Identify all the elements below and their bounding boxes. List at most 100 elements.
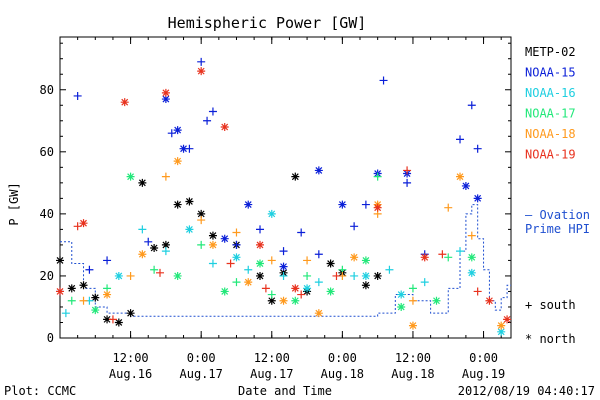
x-tick-time: 0:00 xyxy=(328,351,357,365)
x-tick-date: Aug.19 xyxy=(462,367,505,381)
south-point xyxy=(385,265,394,274)
north-point xyxy=(291,172,300,181)
north-point xyxy=(279,262,288,271)
south-point xyxy=(420,278,429,287)
south-point xyxy=(332,271,341,280)
x-tick-time: 0:00 xyxy=(469,351,498,365)
north-point xyxy=(291,296,300,305)
north-point xyxy=(114,271,123,280)
x-tick-date: Aug.18 xyxy=(391,367,434,381)
north-point xyxy=(126,309,135,318)
y-tick-label: 60 xyxy=(40,145,54,159)
x-tick-date: Aug.17 xyxy=(250,367,293,381)
x-tick-time: 0:00 xyxy=(187,351,216,365)
north-point xyxy=(79,219,88,228)
south-point xyxy=(438,250,447,259)
south-point xyxy=(473,287,482,296)
y-tick-label: 20 xyxy=(40,269,54,283)
north-point xyxy=(361,281,370,290)
legend-item-noaa-18: NOAA-18 xyxy=(525,127,576,141)
south-point xyxy=(208,259,217,268)
x-tick-time: 12:00 xyxy=(254,351,290,365)
south-point xyxy=(203,116,212,125)
y-tick-label: 40 xyxy=(40,207,54,221)
north-point xyxy=(208,231,217,240)
south-point xyxy=(408,284,417,293)
north-point xyxy=(256,259,265,268)
south-point xyxy=(303,271,312,280)
x-tick-date: Aug.18 xyxy=(321,367,364,381)
north-point xyxy=(473,194,482,203)
north-point xyxy=(91,306,100,315)
north-point xyxy=(173,126,182,135)
north-point xyxy=(326,287,335,296)
south-point xyxy=(261,284,270,293)
south-point xyxy=(350,271,359,280)
south-point xyxy=(297,228,306,237)
north-point xyxy=(361,271,370,280)
north-point xyxy=(173,157,182,166)
series-noaa-16 xyxy=(61,209,506,336)
north-point xyxy=(220,234,229,243)
ovation-legend-line2: Prime HPI xyxy=(525,222,590,236)
south-point xyxy=(444,253,453,262)
series-metp-02 xyxy=(56,172,382,327)
south-point xyxy=(108,315,117,324)
south-point xyxy=(379,76,388,85)
north-point xyxy=(161,240,170,249)
south-point xyxy=(256,225,265,234)
legend: METP-02 NOAA-15 NOAA-16 NOAA-17 NOAA-18 NOAA-… xyxy=(525,45,576,162)
north-point xyxy=(150,244,159,253)
x-tick-date: Aug.16 xyxy=(109,367,152,381)
north-point xyxy=(220,122,229,131)
south-point xyxy=(444,203,453,212)
legend-item-metp-02: METP-02 xyxy=(525,45,576,59)
north-point xyxy=(120,98,129,107)
ovation-legend-line1: — Ovation xyxy=(525,208,590,222)
north-point xyxy=(67,284,76,293)
series-noaa-18 xyxy=(79,157,506,330)
north-point xyxy=(397,302,406,311)
marker-north-label: * north xyxy=(525,332,576,346)
south-point xyxy=(232,278,241,287)
south-point xyxy=(279,271,288,280)
north-point xyxy=(179,144,188,153)
south-point xyxy=(303,256,312,265)
south-point xyxy=(144,237,153,246)
south-point xyxy=(267,290,276,299)
north-point xyxy=(185,197,194,206)
series-noaa-19 xyxy=(56,67,512,324)
north-point xyxy=(126,172,135,181)
chart-title: Hemispheric Power [GW] xyxy=(168,14,367,32)
legend-item-noaa-17: NOAA-17 xyxy=(525,107,576,121)
north-point xyxy=(244,278,253,287)
north-point xyxy=(397,290,406,299)
x-axis-label: Date and Time xyxy=(238,384,332,398)
points-layer xyxy=(56,57,512,336)
north-point xyxy=(232,253,241,262)
south-point xyxy=(167,129,176,138)
x-tick-time: 12:00 xyxy=(395,351,431,365)
south-point xyxy=(373,172,382,181)
south-point xyxy=(150,265,159,274)
north-point xyxy=(314,166,323,175)
south-point xyxy=(361,200,370,209)
north-point xyxy=(185,225,194,234)
south-point xyxy=(73,91,82,100)
north-point xyxy=(91,293,100,302)
south-point xyxy=(403,166,412,175)
north-point xyxy=(432,296,441,305)
north-point xyxy=(138,178,147,187)
south-point xyxy=(161,172,170,181)
south-point xyxy=(467,101,476,110)
north-point xyxy=(467,253,476,262)
north-point xyxy=(408,321,417,330)
south-point xyxy=(456,247,465,256)
north-point xyxy=(350,253,359,262)
north-point xyxy=(314,309,323,318)
legend-item-noaa-19: NOAA-19 xyxy=(525,148,576,162)
south-point xyxy=(138,225,147,234)
north-point xyxy=(256,240,265,249)
north-point xyxy=(79,281,88,290)
